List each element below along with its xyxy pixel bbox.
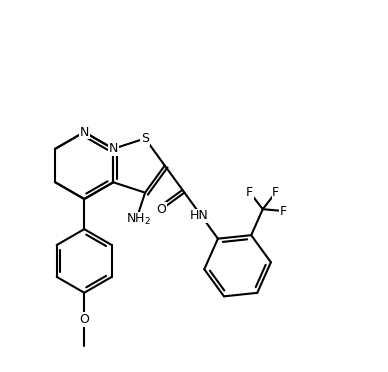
Text: N: N [109, 142, 118, 155]
Text: HN: HN [190, 209, 209, 222]
Text: N: N [80, 126, 89, 138]
Text: F: F [246, 186, 253, 199]
Text: O: O [156, 203, 166, 216]
Text: O: O [79, 313, 89, 326]
Text: F: F [280, 205, 287, 218]
Text: NH$_2$: NH$_2$ [126, 212, 151, 227]
Text: F: F [272, 186, 279, 199]
Text: S: S [141, 132, 149, 145]
